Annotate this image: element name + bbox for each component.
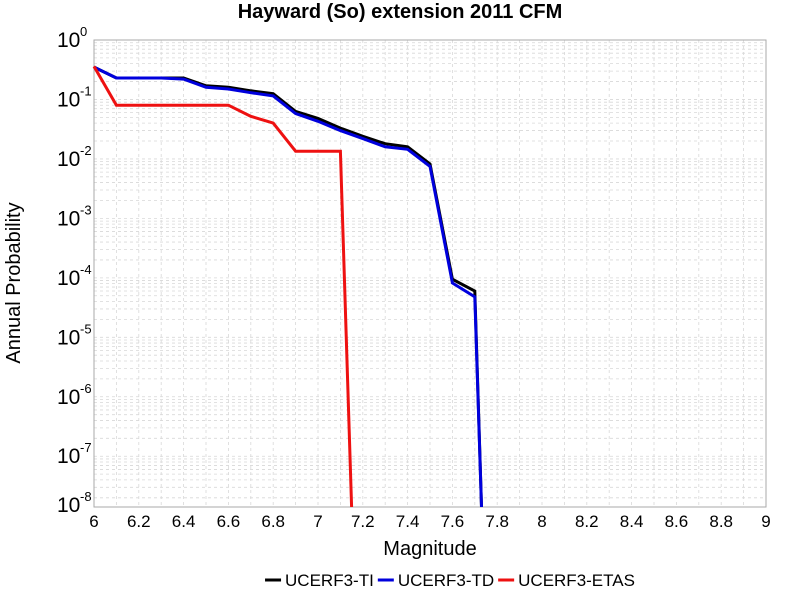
y-tick-label: 10	[57, 267, 80, 290]
y-tick-exponent: -5	[80, 321, 92, 336]
x-tick-label: 8.4	[620, 512, 644, 531]
legend-label: UCERF3-TI	[285, 571, 374, 590]
x-tick-label: 7.4	[396, 512, 420, 531]
x-tick-label: 8.2	[575, 512, 599, 531]
y-tick-label: 10	[57, 207, 80, 230]
legend-label: UCERF3-ETAS	[518, 571, 635, 590]
y-tick-label: 10	[57, 29, 80, 52]
series-layer	[92, 65, 483, 508]
x-tick-label: 7.8	[485, 512, 509, 531]
chart-title: Hayward (So) extension 2011 CFM	[238, 1, 563, 23]
x-tick-label: 7	[313, 512, 322, 531]
x-tick-label: 8	[537, 512, 546, 531]
legend: UCERF3-TI UCERF3-TD UCERF3-ETAS	[265, 571, 635, 590]
x-tick-label: 6.4	[172, 512, 196, 531]
x-tick-label: 9	[761, 512, 770, 531]
y-tick-label: 10	[57, 148, 80, 171]
y-tick-exponent: -1	[80, 83, 92, 98]
y-tick-exponent: -8	[80, 489, 92, 504]
y-tick-label: 10	[57, 326, 80, 349]
y-tick-exponent: 0	[80, 24, 87, 39]
y-tick-label: 10	[57, 88, 80, 111]
x-tick-label: 7.6	[441, 512, 465, 531]
y-tick-exponent: -2	[80, 143, 92, 158]
grid-lines	[93, 39, 767, 507]
x-tick-label: 8.8	[709, 512, 733, 531]
y-tick-label: 10	[57, 386, 80, 409]
plot-area	[94, 40, 766, 507]
y-tick-exponent: -6	[80, 381, 92, 396]
x-tick-labels: 6 6.2 6.4 6.6 6.8 7 7.2 7.4 7.6 7.8 8 8.2 8.4 8.6 8.8 9	[89, 512, 770, 531]
series-line-ucerf3-etas	[92, 65, 354, 508]
x-tick-label: 6.2	[127, 512, 151, 531]
x-tick-label: 7.2	[351, 512, 375, 531]
plot-frame	[93, 39, 767, 508]
x-tick-label: 6	[89, 512, 98, 531]
y-tick-exponent: -3	[80, 202, 92, 217]
y-tick-label: 10	[57, 445, 80, 468]
legend-label: UCERF3-TD	[398, 571, 494, 590]
y-tick-label: 10	[57, 494, 80, 517]
y-tick-exponent: -7	[80, 440, 92, 455]
x-tick-label: 8.6	[665, 512, 689, 531]
x-axis-label: Magnitude	[383, 538, 476, 560]
y-tick-exponent: -4	[80, 262, 92, 277]
x-tick-label: 6.8	[261, 512, 285, 531]
x-tick-label: 6.6	[217, 512, 241, 531]
y-axis-label: Annual Probability	[3, 202, 25, 363]
series-line-ucerf3-td	[93, 65, 483, 508]
